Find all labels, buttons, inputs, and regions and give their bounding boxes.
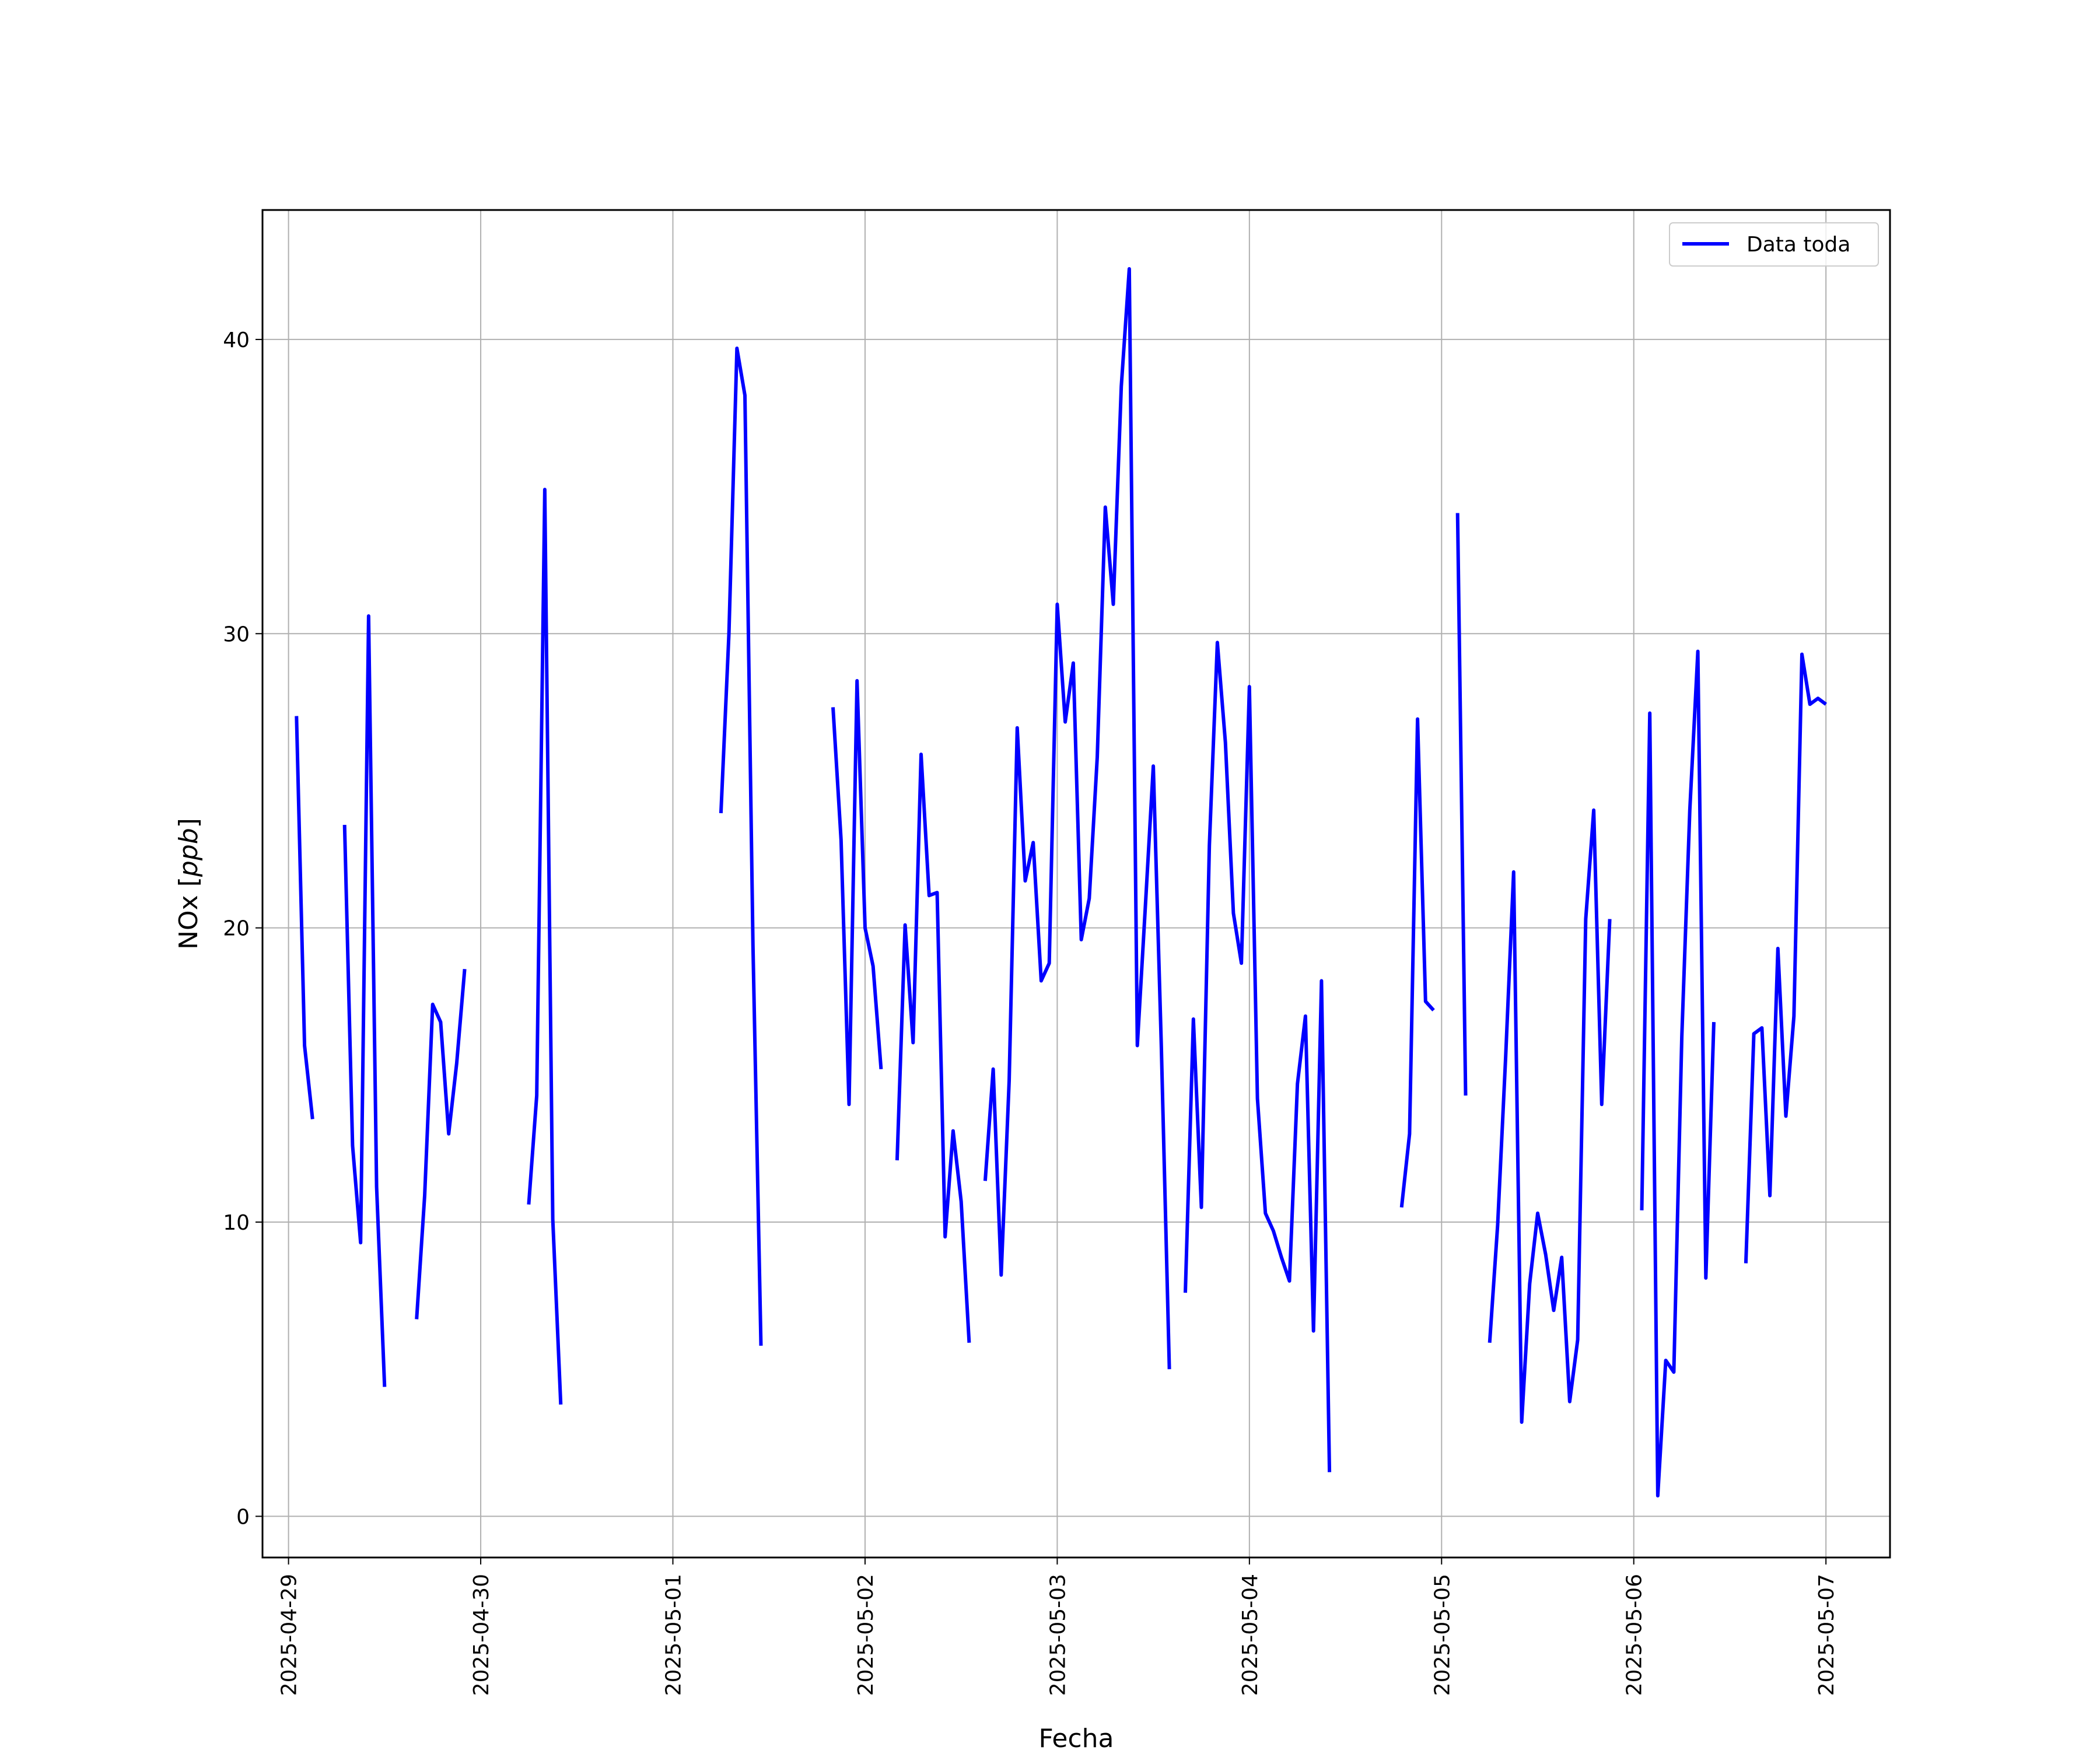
y-tick-label: 0 <box>236 1505 250 1529</box>
y-axis-label-open-bracket: [ <box>174 877 204 887</box>
series-line-segment <box>1640 649 1716 1498</box>
series-line-segment <box>1488 808 1612 1424</box>
y-tick-label: 30 <box>223 622 250 646</box>
legend-box <box>1669 222 1879 267</box>
x-tick-label: 2025-05-07 <box>1815 1574 1839 1696</box>
x-tick-label: 2025-05-02 <box>854 1574 878 1696</box>
y-axis-label-main: NOx <box>174 887 204 950</box>
series-line-segment <box>1744 652 1827 1264</box>
legend: Data toda <box>1669 222 1879 267</box>
x-tick-label: 2025-05-01 <box>662 1574 686 1696</box>
series-line-segment <box>527 488 563 1405</box>
x-axis: 2025-04-29 2025-04-30 2025-05-01 2025-05-02… <box>278 1558 1839 1696</box>
x-tick-label: 2025-05-05 <box>1430 1574 1454 1696</box>
y-tick-label: 20 <box>223 917 250 941</box>
series-layer <box>295 267 1827 1498</box>
y-tick-label: 40 <box>223 328 250 352</box>
series-line-segment <box>1455 513 1468 1096</box>
series-line-segment <box>1399 717 1435 1208</box>
series-line-segment <box>342 614 387 1387</box>
y-tick-label: 10 <box>223 1211 250 1235</box>
series-line-segment <box>295 716 314 1119</box>
series-line-segment <box>831 679 883 1107</box>
plot-frame <box>261 209 1891 1559</box>
legend-label: Data toda <box>1746 233 1850 257</box>
grid-lines <box>262 210 1890 1558</box>
x-tick-label: 2025-05-06 <box>1623 1574 1647 1696</box>
x-tick-label: 2025-04-29 <box>278 1574 302 1696</box>
series-line-segment <box>983 267 1171 1370</box>
x-tick-label: 2025-04-30 <box>470 1574 494 1696</box>
series-line-segment <box>719 346 763 1346</box>
series-line-segment <box>895 752 971 1343</box>
y-axis-label-unit: ppb <box>174 828 204 877</box>
series-line-segment <box>415 969 467 1320</box>
x-tick-label: 2025-05-04 <box>1238 1574 1262 1696</box>
x-tick-label: 2025-05-03 <box>1046 1574 1070 1696</box>
y-axis: 0 10 20 30 40 <box>223 328 262 1529</box>
y-axis-label-close-bracket: ] <box>174 818 204 828</box>
y-axis-label: NOx [ppb] <box>174 818 204 950</box>
x-axis-label: Fecha <box>1038 1724 1114 1750</box>
series-line-segment <box>1184 640 1332 1472</box>
